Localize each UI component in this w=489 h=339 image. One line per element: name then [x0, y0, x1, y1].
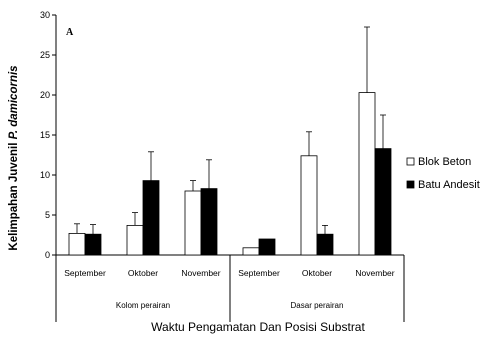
bar: [242, 247, 260, 256]
y-tick-label: 20: [40, 90, 50, 100]
y-tick-label: 0: [45, 250, 50, 260]
y-tick-label: 15: [40, 130, 50, 140]
panel-label: A: [66, 27, 74, 38]
legend: Blok Beton Batu Andesit: [406, 156, 480, 191]
bar: [200, 188, 218, 256]
y-tick-label: 10: [40, 170, 50, 180]
legend-label: Blok Beton: [418, 156, 471, 168]
bar: [142, 180, 160, 256]
bar: [68, 232, 86, 256]
bar: [300, 155, 318, 256]
bar: [358, 92, 376, 256]
y-tick-label: 30: [40, 10, 50, 20]
bars: [68, 92, 392, 256]
category-label: September: [238, 268, 280, 278]
legend-label: Batu Andesit: [418, 179, 480, 191]
y-tick-label: 25: [40, 50, 50, 60]
category-label: September: [64, 268, 106, 278]
bar: [126, 224, 144, 256]
category-label: November: [355, 268, 394, 278]
legend-swatch: [406, 180, 415, 189]
bar: [184, 190, 202, 256]
category-label: November: [181, 268, 220, 278]
x-axis: [55, 254, 405, 322]
bar: [258, 238, 276, 256]
y-axis: 0 5 10 15 20 25 30: [40, 10, 57, 260]
bar: [374, 148, 392, 256]
category-label: Oktober: [302, 268, 332, 278]
category-label: Oktober: [128, 268, 158, 278]
group-labels: Kolom perairan Dasar perairan: [116, 301, 344, 310]
bar: [316, 233, 334, 256]
bar: [84, 233, 102, 256]
error-bars: [74, 26, 386, 235]
y-axis-title-prefix: Kelimpahan Juvenil: [8, 139, 20, 250]
group-label: Kolom perairan: [116, 301, 170, 310]
legend-swatch: [406, 157, 415, 166]
x-axis-title: Waktu Pengamatan Dan Posisi Substrat: [151, 320, 365, 334]
group-label: Dasar perairan: [291, 301, 344, 310]
y-tick-label: 5: [45, 210, 50, 220]
y-axis-title: Kelimpahan Juvenil P. damicornis: [8, 65, 20, 250]
y-axis-title-species: P. damicornis: [8, 65, 20, 139]
category-labels: September Oktober November September Oktober…: [64, 268, 395, 278]
